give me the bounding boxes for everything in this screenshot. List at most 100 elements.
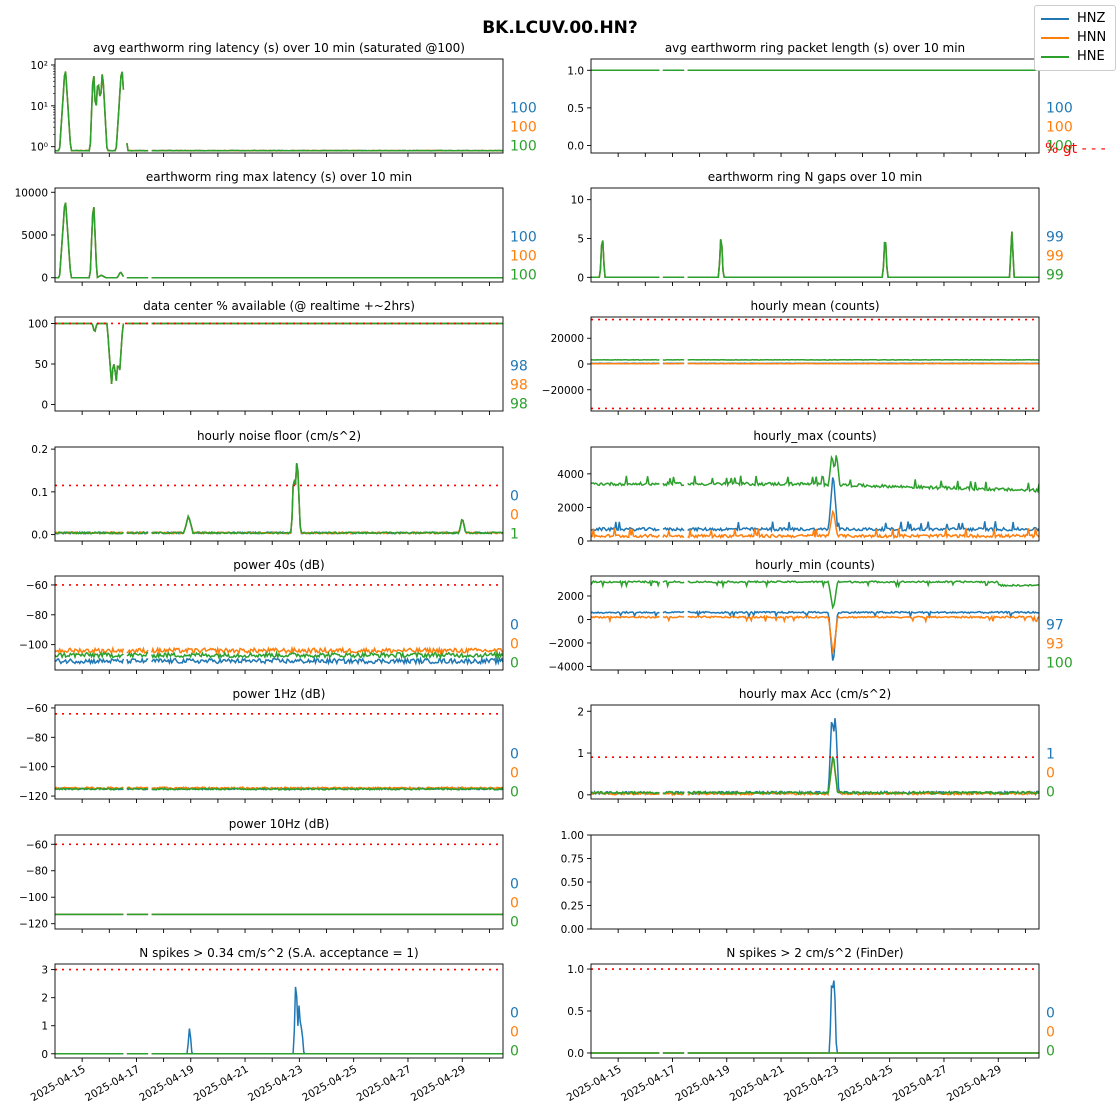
pct-value-p10: 93 [1046,637,1064,653]
pct-value-p12: 1 [1046,747,1055,763]
subplot-title-p11: power 1Hz (dB) [233,687,326,701]
subplot-title-p16: N spikes > 2 cm/s^2 (FinDer) [726,946,903,960]
y-tick-label-p1: 10⁰ [30,142,48,154]
y-tick-label-p6: 0 [577,359,584,371]
legend: HNZ HNN HNE [1034,5,1116,71]
pct-value-p3: 100 [510,268,537,284]
pct-value-p5: 98 [510,359,528,375]
figure-title: BK.LCUV.00.HN? [482,18,638,38]
y-tick-label-p1: 10¹ [30,101,48,113]
pct-value-p3: 100 [510,249,537,265]
y-tick-label-p5: 50 [35,359,48,371]
y-tick-label-p15: 3 [41,965,48,977]
x-tick-label-p16: 2025-04-15 [565,1063,624,1104]
y-tick-label-p13: −120 [19,919,48,931]
legend-label-hnz: HNZ [1077,11,1106,26]
x-tick-label-p15: 2025-04-17 [83,1063,142,1104]
y-tick-label-p15: 1 [41,1021,48,1033]
series-line-hnn-p5 [55,322,125,384]
pct-value-p12: 0 [1046,766,1055,782]
axes-frame-p2 [590,58,1040,154]
axes-frame-p10 [590,575,1040,671]
pct-value-p4: 99 [1046,230,1064,246]
subplot-title-p1: avg earthworm ring latency (s) over 10 m… [93,41,465,55]
y-tick-label-p5: 0 [41,400,48,412]
pct-value-p1: 100 [510,120,537,136]
x-tick-label-p15: 2025-04-21 [192,1063,251,1104]
pct-value-p5: 98 [510,397,528,413]
y-tick-label-p13: −100 [19,892,48,904]
series-line-hne-p10 [687,578,1039,610]
x-tick-label-p15: 2025-04-23 [246,1063,305,1104]
y-tick-label-p7: 0.0 [31,530,48,542]
series-line-hne-p4 [687,231,1039,279]
y-tick-label-p10: −2000 [548,638,584,650]
subplot-p4: earthworm ring N gaps over 10 min 0 5 10 99 9… [571,170,1064,286]
series-line-hne-p8 [687,454,1039,494]
pct-value-p9: 0 [510,637,519,653]
axes-frame-p3 [54,187,504,283]
y-tick-label-p14: 0.00 [561,924,584,936]
subplot-title-p6: hourly mean (counts) [750,299,879,313]
y-tick-label-p4: 10 [571,195,584,207]
y-tick-label-p3: 5000 [21,230,48,242]
series-line-hnn-p7 [151,462,503,535]
series-line-hne-p1 [55,71,125,152]
series-line-hnz-p3 [55,202,125,279]
x-tick-label-p16: 2025-04-23 [782,1063,841,1104]
series-line-hnn-p11 [55,786,124,791]
series-line-hne-p12 [687,756,1039,796]
subplot-p1: avg earthworm ring latency (s) over 10 m… [30,41,537,157]
y-tick-label-p14: 0.25 [561,901,584,913]
series-line-hnn-p11 [126,786,149,790]
axes-frame-p11 [54,704,504,800]
y-tick-label-p15: 0 [41,1049,48,1061]
pct-value-p16: 0 [1046,1044,1055,1060]
subplot-title-p2: avg earthworm ring packet length (s) ove… [665,41,965,55]
series-line-hnz-p8 [662,526,685,532]
subplot-p14: 0.00 0.25 0.50 0.75 1.00 [561,830,1040,936]
x-tick-label-p15: 2025-04-29 [409,1063,468,1104]
y-tick-label-p14: 1.00 [561,830,584,842]
series-line-hnn-p4 [687,231,1039,279]
series-line-hne-p9 [55,651,124,660]
y-tick-label-p11: −60 [26,703,48,715]
pct-value-p2: 100 [1046,101,1073,117]
series-line-hnz-p1 [55,71,125,152]
x-tick-label-p15: 2025-04-15 [29,1063,88,1104]
pct-value-p13: 0 [510,896,519,912]
series-line-hne-p12 [591,790,660,796]
series-line-hne-p3 [55,202,125,279]
axes-frame-p12 [590,704,1040,800]
series-line-hnz-p8 [591,521,660,533]
subplot-title-p12: hourly max Acc (cm/s^2) [739,687,891,701]
axes-frame-p15 [54,963,504,1059]
series-line-hnn-p10 [662,615,685,623]
series-line-hnz-p4 [687,231,1039,279]
subplot-p10: hourly_min (counts) −4000 −2000 0 2000 97 93 10… [548,558,1073,674]
series-line-hne-p7 [151,462,503,535]
axes-frame-p9 [54,575,504,671]
series-line-hnz-p16 [687,980,1039,1054]
y-tick-label-p10: −4000 [548,661,584,673]
subplot-title-p7: hourly noise floor (cm/s^2) [197,429,361,443]
subplot-p9: power 40s (dB) −100 −80 −60 0 0 0 [19,558,519,674]
series-line-hne-p9 [151,649,503,661]
y-tick-label-p8: 0 [577,536,584,548]
pct-value-p9: 0 [510,618,519,634]
pct-value-p9: 0 [510,656,519,672]
series-line-hnz-p10 [687,610,1039,661]
y-tick-label-p9: −60 [26,580,48,592]
x-tick-label-p16: 2025-04-27 [891,1063,950,1104]
subplot-p2: avg earthworm ring packet length (s) ove… [567,41,1073,157]
y-tick-label-p2: 0.5 [567,103,584,115]
series-line-hne-p7 [126,531,149,535]
legend-swatch-hnz [1041,18,1069,20]
y-tick-label-p2: 0.0 [567,140,584,152]
series-line-hnn-p10 [591,615,660,624]
y-tick-label-p16: 0.5 [567,1006,584,1018]
y-tick-label-p5: 100 [28,318,48,330]
y-tick-label-p13: −60 [26,839,48,851]
axes-frame-p14 [590,834,1040,930]
series-line-hne-p11 [126,787,149,791]
